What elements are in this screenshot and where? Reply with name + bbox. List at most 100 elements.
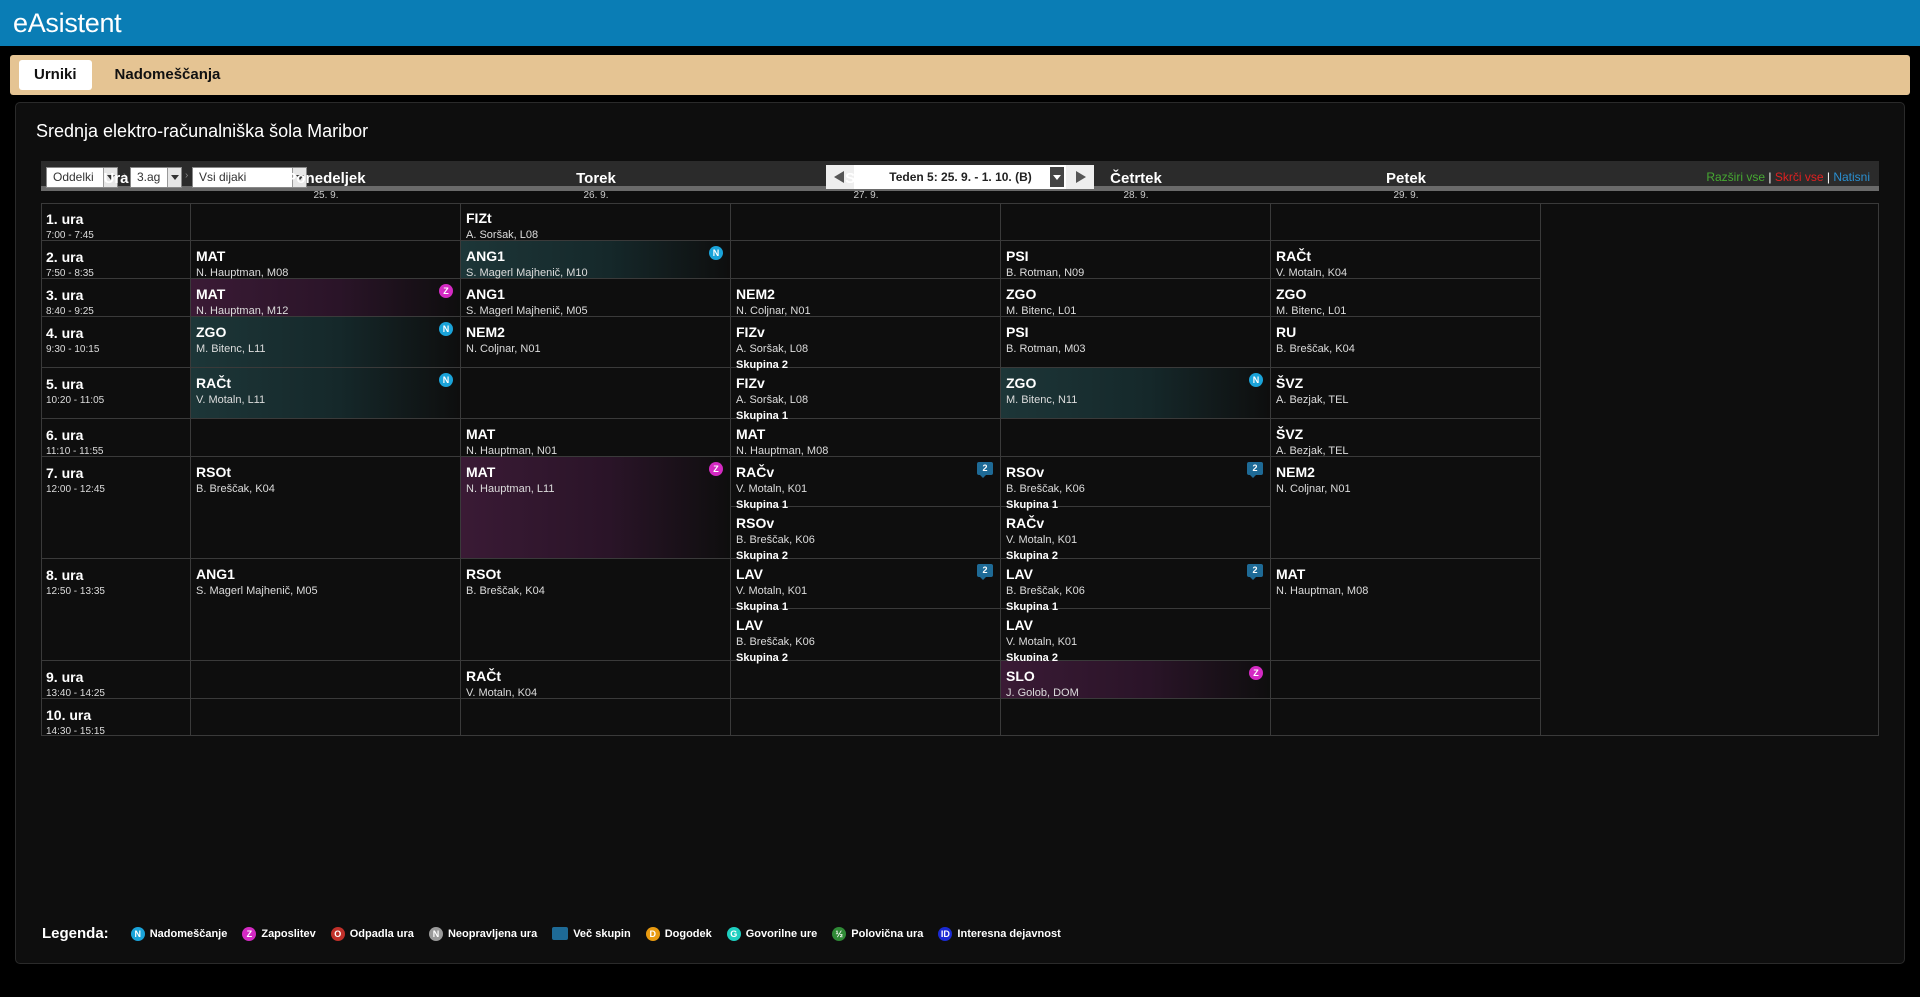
legend-label: Dogodek [664, 927, 712, 940]
day-name: Sreda [845, 170, 887, 187]
lesson-block[interactable]: RAČt V. Motaln, L11 N [191, 368, 460, 418]
column-header-label: Ura [103, 170, 129, 187]
substitution-icon: N [709, 246, 723, 260]
lesson-teacher-room: S. Magerl Majhenič, M10 [466, 267, 588, 279]
lesson-block[interactable]: ANG1 S. Magerl Majhenič, M05 [191, 559, 460, 660]
day-name: Ponedeljek [286, 170, 366, 187]
lesson-teacher-room: N. Hauptman, M12 [196, 305, 289, 317]
timetable-cell [1271, 419, 1541, 457]
lesson-block[interactable]: FIZv A. Soršak, L08 Skupina 2 [731, 317, 1000, 371]
lesson-block[interactable]: MAT N. Hauptman, M08 [731, 419, 1000, 457]
lesson-block[interactable]: PSI B. Rotman, M03 [1001, 317, 1270, 367]
chevron-down-icon [167, 168, 181, 187]
lesson-block[interactable]: NEM2 N. Coljnar, N01 [731, 279, 1000, 317]
class-select[interactable]: 3.ag [130, 167, 182, 188]
timetable-cell [191, 203, 461, 241]
lesson-group: Skupina 2 [736, 652, 788, 664]
lesson-subject: RU [1276, 324, 1297, 340]
timetable-cell [731, 279, 1001, 317]
lesson-block[interactable]: RAČv V. Motaln, K01 Skupina 1 2 [731, 457, 1000, 511]
timetable-cell [191, 661, 461, 699]
lesson-group: Skupina 2 [736, 359, 788, 371]
lesson-subject: RSOt [196, 464, 231, 480]
timetable-cell [731, 317, 1001, 368]
legend-icon: N [428, 926, 443, 941]
legend-label: Govorilne ure [745, 927, 818, 940]
tab-nadomescanja[interactable]: Nadomeščanja [114, 66, 221, 83]
lesson-block[interactable]: ŠVZ A. Bezjak, TEL [1271, 368, 1540, 418]
week-select[interactable]: Teden 5: 25. 9. - 1. 10. (B) [857, 167, 1064, 187]
lesson-block[interactable]: ŠVZ A. Bezjak, TEL [1271, 419, 1540, 457]
lesson-subject: NEM2 [736, 286, 775, 302]
print-link[interactable]: Natisni [1833, 170, 1870, 184]
hour-name: 10. ura [46, 707, 92, 723]
timetable-toolbar: Oddelki › 3.ag › Vsi dijaki Teden 5: 25.… [41, 161, 1879, 191]
timetable-panel: Srednja elektro-računalniška šola Maribo… [15, 102, 1905, 964]
lesson-subject: RAČt [466, 668, 501, 684]
lesson-block[interactable]: MAT N. Hauptman, M08 [191, 241, 460, 279]
lesson-block[interactable]: LAV V. Motaln, K01 Skupina 1 2 [731, 559, 1000, 613]
lesson-block[interactable]: ANG1 S. Magerl Majhenič, M05 [461, 279, 730, 317]
lesson-block[interactable]: FIZv A. Soršak, L08 Skupina 1 [731, 368, 1000, 422]
lesson-block[interactable]: MAT N. Hauptman, L11 Z [461, 457, 730, 558]
arrow-right-icon [1076, 171, 1086, 183]
lesson-subject: ANG1 [466, 286, 505, 302]
lesson-block[interactable]: SLO J. Golob, DOM Z [1001, 661, 1270, 699]
timetable-cell [1271, 661, 1541, 699]
lesson-subject: RAČv [736, 464, 775, 480]
lesson-block[interactable]: RSOt B. Breščak, K04 [191, 457, 460, 558]
category-select[interactable]: Oddelki [46, 167, 118, 188]
lesson-block[interactable]: ZGO M. Bitenc, N11 N [1001, 368, 1270, 418]
hour-name: 2. ura [46, 249, 84, 265]
lesson-block[interactable]: RAČt V. Motaln, K04 [1271, 241, 1540, 279]
employment-icon: Z [439, 284, 453, 298]
timetable-cell [191, 699, 461, 736]
substitution-icon: N [1249, 373, 1263, 387]
week-navigator: Teden 5: 25. 9. - 1. 10. (B) [826, 165, 1094, 189]
lesson-block[interactable]: LAV B. Breščak, K06 Skupina 1 2 [1001, 559, 1270, 613]
lesson-block[interactable]: MAT N. Hauptman, N01 [461, 419, 730, 457]
lesson-block[interactable]: RSOt B. Breščak, K04 [461, 559, 730, 660]
lesson-group: Skupina 2 [736, 550, 788, 562]
lesson-subject: LAV [1006, 566, 1033, 582]
student-select[interactable]: Vsi dijaki [192, 167, 307, 188]
prev-week-button[interactable] [826, 165, 854, 189]
lesson-block[interactable]: PSI B. Rotman, N09 [1001, 241, 1270, 279]
lesson-block[interactable]: MAT N. Hauptman, M08 [1271, 559, 1540, 660]
lesson-block[interactable]: ZGO M. Bitenc, L01 [1001, 279, 1270, 317]
lesson-block[interactable]: RAČv V. Motaln, K01 Skupina 2 [1001, 508, 1270, 562]
next-week-button[interactable] [1066, 165, 1094, 189]
school-title: Srednja elektro-računalniška šola Maribo… [36, 121, 369, 141]
lesson-teacher-room: A. Soršak, L08 [466, 229, 539, 241]
day-header: Ponedeljek 25. 9. [191, 170, 461, 201]
timetable-cell [1001, 699, 1271, 736]
tab-urniki[interactable]: Urniki [19, 60, 92, 90]
expand-all-link[interactable]: Razširi vse [1706, 170, 1765, 184]
substitution-icon: N [439, 373, 453, 387]
lesson-block[interactable]: ANG1 S. Magerl Majhenič, M10 N [461, 241, 730, 279]
day-date: 29. 9. [1393, 190, 1419, 201]
collapse-link[interactable]: Skrči vse [1774, 170, 1824, 184]
timetable-cell [461, 559, 731, 661]
brand-logo[interactable]: eAsistent [13, 7, 122, 38]
lesson-subject: ŠVZ [1276, 426, 1304, 442]
arrow-left-icon [834, 171, 844, 183]
lesson-block[interactable]: NEM2 N. Coljnar, N01 [461, 317, 730, 367]
lesson-block[interactable]: LAV B. Breščak, K06 Skupina 2 [731, 610, 1000, 664]
lesson-block[interactable]: NEM2 N. Coljnar, N01 [1271, 457, 1540, 558]
lesson-block[interactable]: RU B. Breščak, K04 [1271, 317, 1540, 367]
lesson-group: Skupina 1 [736, 410, 788, 422]
lesson-block[interactable]: ZGO M. Bitenc, L01 [1271, 279, 1540, 317]
chevron-down-icon [292, 168, 306, 187]
lesson-block[interactable]: RAČt V. Motaln, K04 [461, 661, 730, 699]
lesson-block[interactable]: ZGO M. Bitenc, L11 N [191, 317, 460, 367]
timetable-cell [191, 419, 461, 457]
lesson-block[interactable]: RSOv B. Breščak, K06 Skupina 2 [731, 508, 1000, 562]
hour-cell: 9. ura 13:40 - 14:25 [41, 661, 191, 699]
lesson-subject: RAČt [196, 375, 231, 391]
timetable-cell [191, 279, 461, 317]
lesson-block[interactable]: LAV V. Motaln, K01 Skupina 2 [1001, 610, 1270, 664]
lesson-block[interactable]: RSOv B. Breščak, K06 Skupina 1 2 [1001, 457, 1270, 511]
lesson-block[interactable]: FIZt A. Soršak, L08 [461, 203, 730, 241]
lesson-block[interactable]: MAT N. Hauptman, M12 Z [191, 279, 460, 317]
